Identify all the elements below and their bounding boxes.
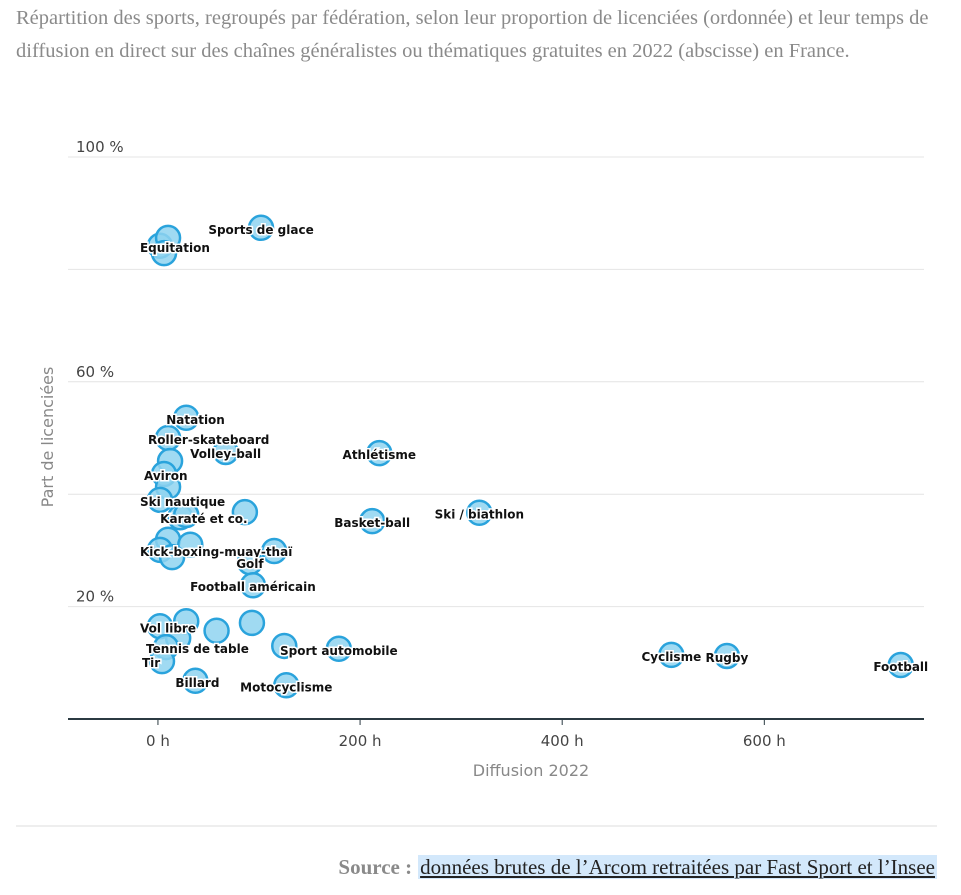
point xyxy=(239,571,267,599)
point-label: Equitation xyxy=(140,241,210,255)
point-label: Natation xyxy=(166,413,225,427)
y-tick-label: 20 % xyxy=(76,588,114,606)
point-label: Vol libre xyxy=(140,621,196,635)
point-label: Football américain xyxy=(190,580,316,594)
point-label: Roller-skateboard xyxy=(148,433,269,447)
y-tick-label: 60 % xyxy=(76,363,114,381)
source-link[interactable]: données brutes de l’Arcom retraitées par… xyxy=(418,855,937,879)
point xyxy=(172,404,200,432)
source: Source : données brutes de l’Arcom retrai… xyxy=(338,855,937,880)
source-lead: Source : xyxy=(338,855,413,879)
point xyxy=(466,499,493,526)
point-label: Tennis de table xyxy=(146,642,249,656)
point xyxy=(182,667,209,695)
point xyxy=(325,635,353,662)
point-label: Athlétisme xyxy=(343,448,416,462)
point xyxy=(231,498,259,526)
x-tick-label: 400 h xyxy=(541,732,584,750)
point xyxy=(366,439,393,467)
point-label: Basket-ball xyxy=(334,516,410,530)
point xyxy=(146,486,174,514)
point xyxy=(150,239,178,267)
point-label: Ski nautique xyxy=(140,495,225,509)
point xyxy=(148,647,176,675)
point-label: Football xyxy=(873,660,928,674)
point xyxy=(247,214,275,242)
x-axis-title: Diffusion 2022 xyxy=(473,761,589,780)
point xyxy=(887,651,915,679)
point-label: Sports de glace xyxy=(208,223,313,237)
point-label: Cyclisme xyxy=(641,650,701,664)
x-tick-label: 600 h xyxy=(743,732,786,750)
point-label: Aviron xyxy=(144,469,188,483)
point-label: Rugby xyxy=(706,651,749,665)
y-axis-title: Part de licenciées xyxy=(38,367,57,508)
point xyxy=(271,632,298,660)
x-tick-label: 200 h xyxy=(339,732,382,750)
point xyxy=(158,543,186,571)
point xyxy=(212,438,239,466)
point xyxy=(273,672,300,699)
y-tick-label: 100 % xyxy=(76,138,124,156)
point-label: Kick-boxing-muay-thaï xyxy=(140,545,292,559)
point-label: Ski / biathlon xyxy=(435,508,524,522)
point-label: Motocyclisme xyxy=(240,680,332,694)
point-label: Karaté et co. xyxy=(160,512,247,526)
point xyxy=(658,641,685,669)
point xyxy=(358,507,386,535)
point xyxy=(260,537,288,565)
point-label: Volley-ball xyxy=(190,447,261,461)
point-label: Tir xyxy=(142,656,160,670)
subtitle: Répartition des sports, regroupés par fé… xyxy=(16,7,929,62)
point-label: Billard xyxy=(175,676,219,690)
point xyxy=(172,501,200,529)
point xyxy=(203,617,230,645)
point xyxy=(713,642,741,670)
point-label: Golf xyxy=(236,557,264,571)
point-label: Sport automobile xyxy=(280,644,398,658)
point xyxy=(177,531,204,559)
x-tick-label: 0 h xyxy=(146,732,170,750)
point xyxy=(238,609,266,637)
